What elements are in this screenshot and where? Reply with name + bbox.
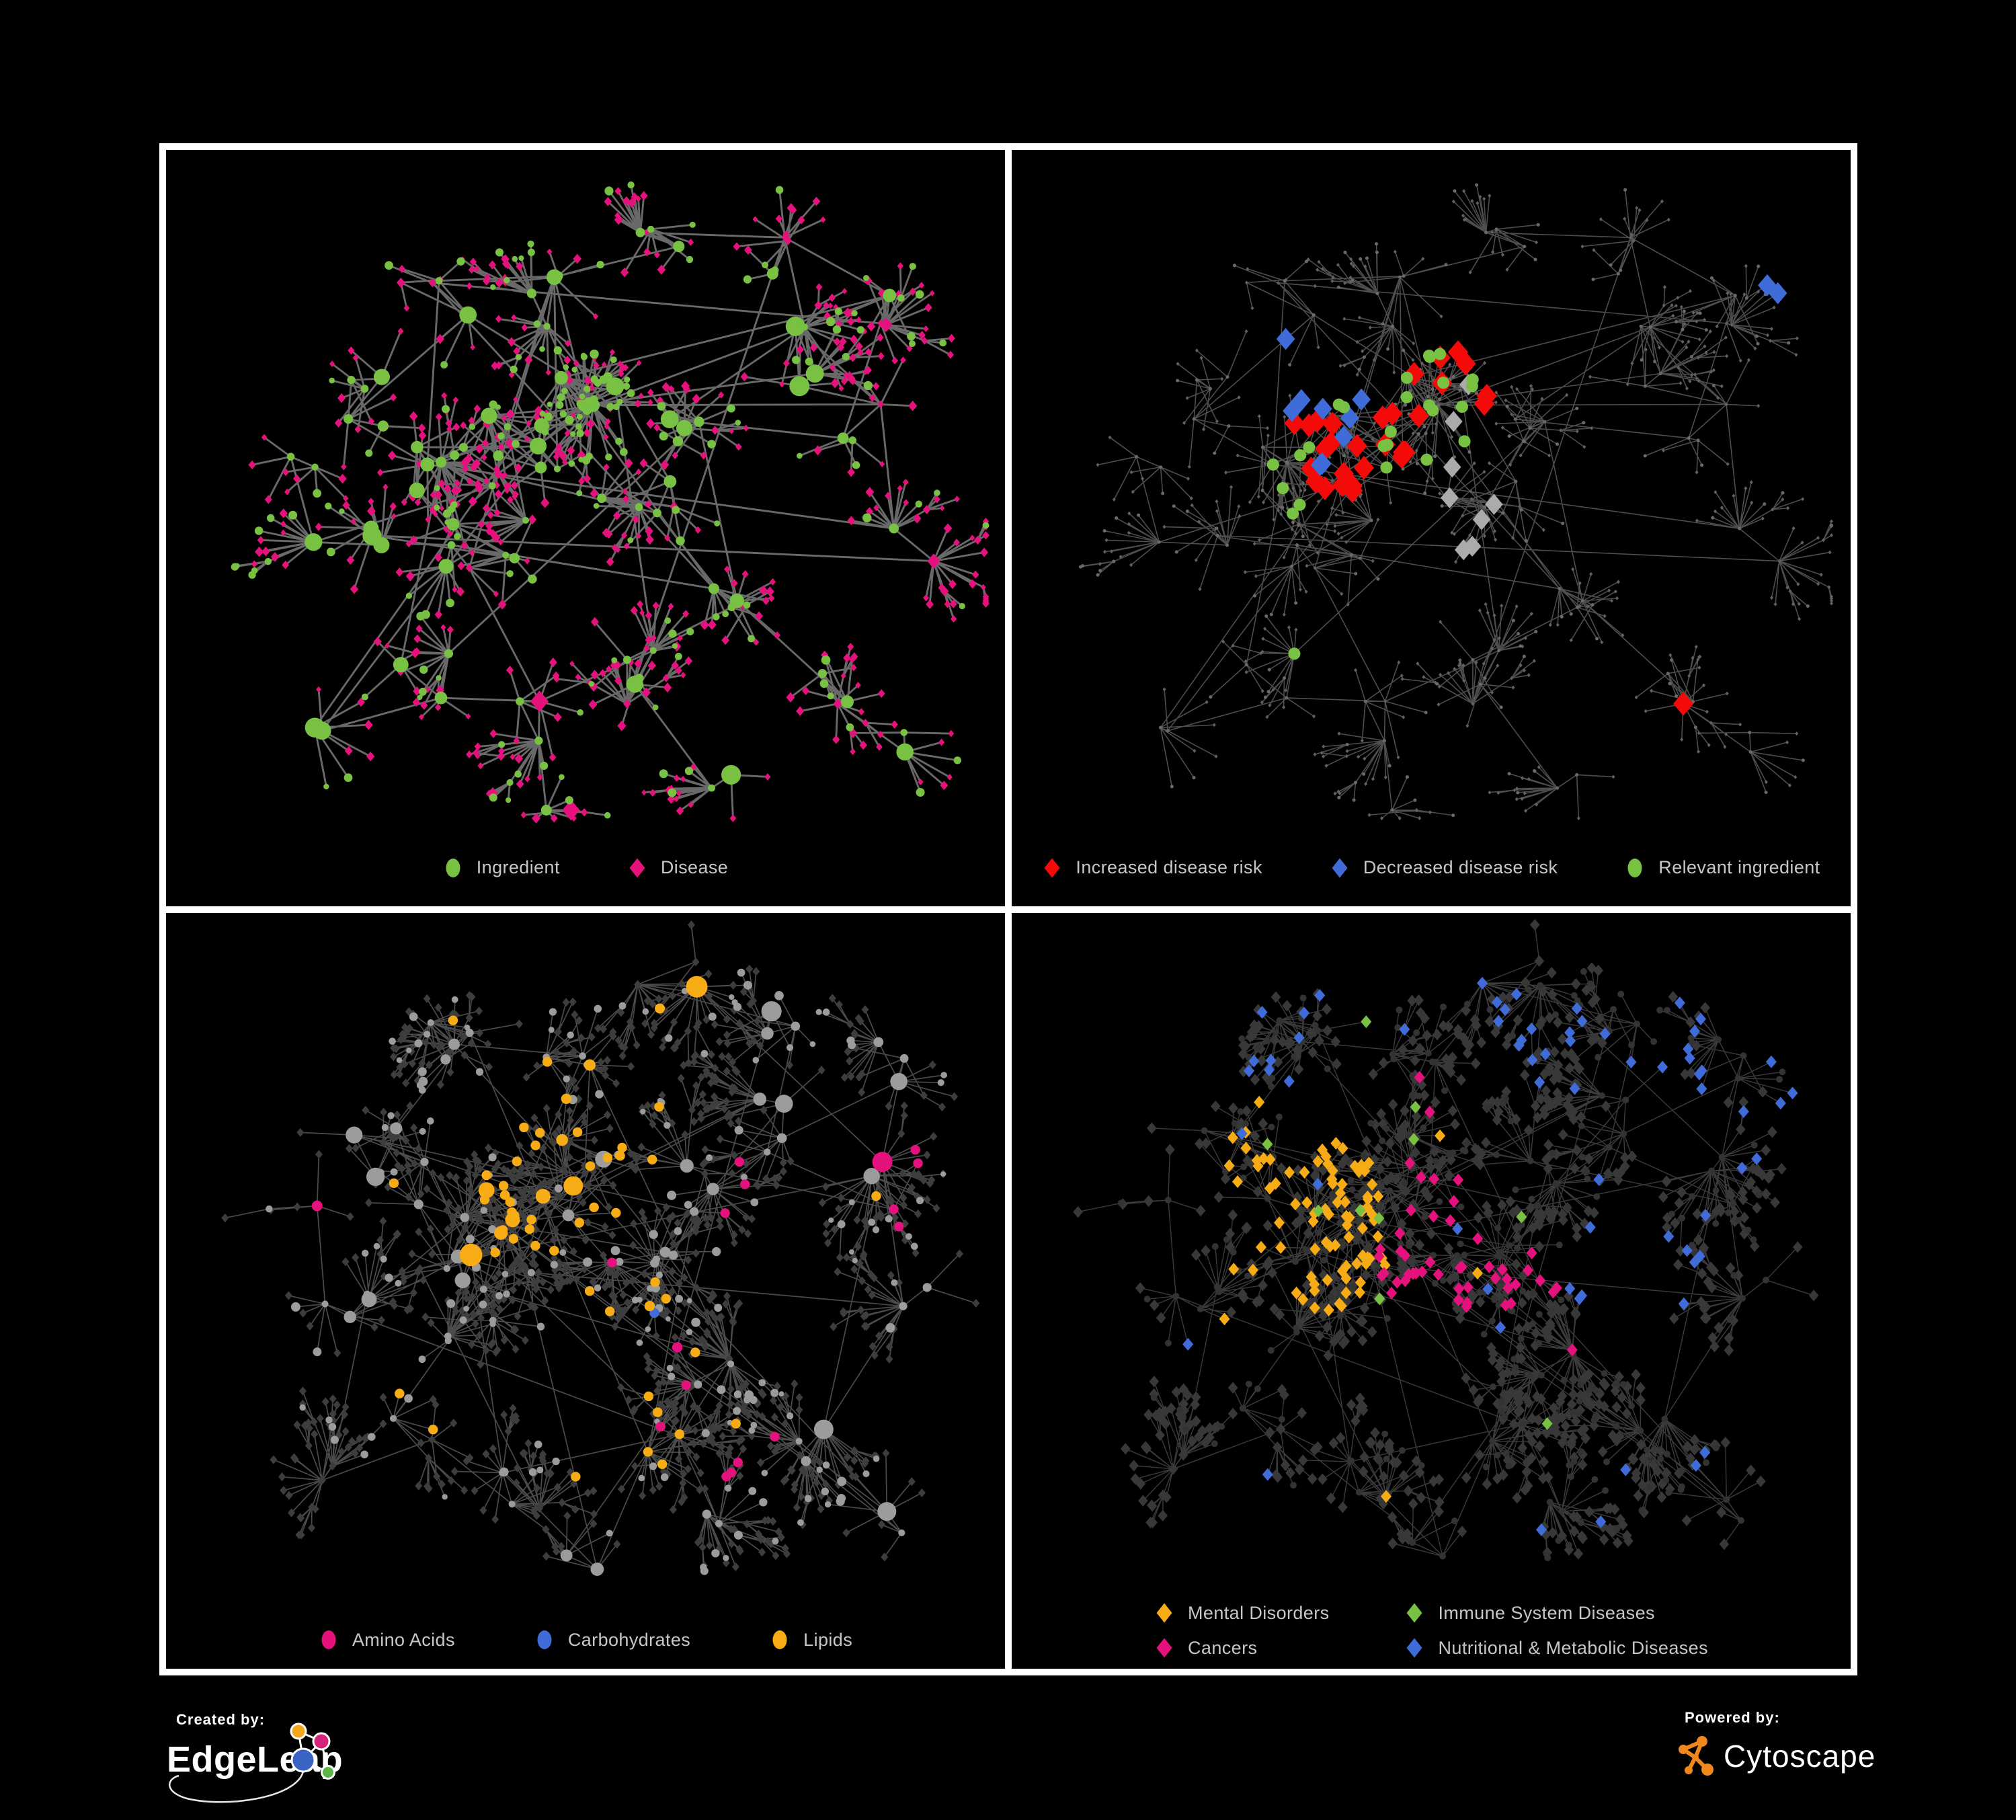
edgeleap-node-orange: [290, 1723, 307, 1740]
edgeleap-network-icon: [290, 1723, 335, 1780]
circle-legend-marker: [446, 858, 460, 877]
diamond-legend-marker: [1156, 1603, 1172, 1623]
legend-ingredient-disease: Ingredient Disease: [166, 857, 1005, 879]
legend-item-mental-disorders: Mental Disorders: [1154, 1601, 1329, 1624]
legend-item-disease: Disease: [627, 857, 728, 879]
legend-disease-risk: Increased disease risk Decreased disease …: [1012, 857, 1851, 879]
diamond-legend-marker: [1407, 1603, 1422, 1623]
powered-by-label: Powered by:: [1685, 1709, 1780, 1726]
diamond-legend-marker: [629, 858, 645, 877]
legend-item-cancers: Cancers: [1154, 1636, 1257, 1659]
network-graph-ingredient-disease: [231, 181, 990, 824]
legend-label: Lipids: [803, 1629, 853, 1650]
diamond-legend-marker: [1044, 858, 1060, 877]
legend-item-decreased-disease-risk: Decreased disease risk: [1330, 857, 1558, 879]
legend-label: Immune System Diseases: [1438, 1602, 1655, 1623]
legend-disease-categories: Mental Disorders Immune System Diseases Ca…: [1154, 1601, 1708, 1659]
created-by-block: Created by: EdgeLeap: [161, 1704, 376, 1815]
diamond-legend-marker: [1156, 1638, 1172, 1658]
legend-item-lipids: Lipids: [770, 1628, 852, 1651]
edgeleap-node-pink: [312, 1732, 331, 1751]
edgeleap-swoosh: [169, 1771, 305, 1803]
panel-grid: Ingredient Disease Increased disease risk…: [159, 143, 1857, 1675]
legend-label: Nutritional & Metabolic Diseases: [1438, 1637, 1708, 1658]
legend-label: Carbohydrates: [567, 1629, 691, 1650]
diamond-legend-marker: [1332, 858, 1348, 877]
circle-legend-marker: [772, 1630, 787, 1649]
legend-item-nutritional-metabolic-diseases: Nutritional & Metabolic Diseases: [1405, 1636, 1708, 1659]
legend-label: Mental Disorders: [1188, 1602, 1330, 1623]
panel-ingredient-disease: Ingredient Disease: [166, 150, 1005, 906]
legend-item-immune-system-diseases: Immune System Diseases: [1405, 1601, 1655, 1624]
network-graph-ingredient-classes: [221, 920, 980, 1576]
legend-ingredient-classes: Amino Acids Carbohydrates Lipids: [166, 1628, 1005, 1651]
legend-item-ingredient: Ingredient: [443, 857, 560, 879]
created-by-label: Created by:: [176, 1711, 265, 1728]
cytoscape-logo: Powered by: Cytoscape: [1679, 1709, 1876, 1776]
legend-label: Cancers: [1188, 1637, 1258, 1658]
network-graph-disease-risk: [1078, 183, 1834, 821]
legend-label: Decreased disease risk: [1363, 857, 1558, 877]
circle-legend-marker: [537, 1630, 552, 1649]
panel-disease-risk: Increased disease risk Decreased disease …: [1012, 150, 1851, 906]
powered-by-block: Powered by: Cytoscape: [1675, 1706, 1877, 1787]
diamond-legend-marker: [1407, 1638, 1422, 1658]
edgeleap-logo: Created by: EdgeLeap: [167, 1711, 343, 1803]
legend-label: Ingredient: [476, 857, 560, 877]
panel-disease-categories: Mental Disorders Immune System Diseases Ca…: [1012, 912, 1851, 1669]
legend-item-carbohydrates: Carbohydrates: [534, 1628, 690, 1651]
edgeleap-node-green: [321, 1765, 335, 1780]
legend-label: Increased disease risk: [1076, 857, 1262, 877]
circle-legend-marker: [1627, 858, 1642, 877]
legend-item-relevant-ingredient: Relevant ingredient: [1625, 857, 1820, 879]
panel-ingredient-classes: Amino Acids Carbohydrates Lipids: [166, 912, 1005, 1669]
legend-label: Amino Acids: [352, 1629, 455, 1650]
circle-legend-marker: [321, 1630, 336, 1649]
edgeleap-node-blue: [290, 1747, 316, 1773]
legend-item-increased-disease-risk: Increased disease risk: [1042, 857, 1262, 879]
legend-label: Relevant ingredient: [1658, 857, 1820, 877]
cytoscape-icon: [1679, 1736, 1713, 1776]
legend-label: Disease: [660, 857, 729, 877]
cytoscape-wordmark: Cytoscape: [1724, 1739, 1876, 1774]
legend-item-amino-acids: Amino Acids: [319, 1628, 455, 1651]
network-graph-disease-categories: [1073, 918, 1819, 1561]
